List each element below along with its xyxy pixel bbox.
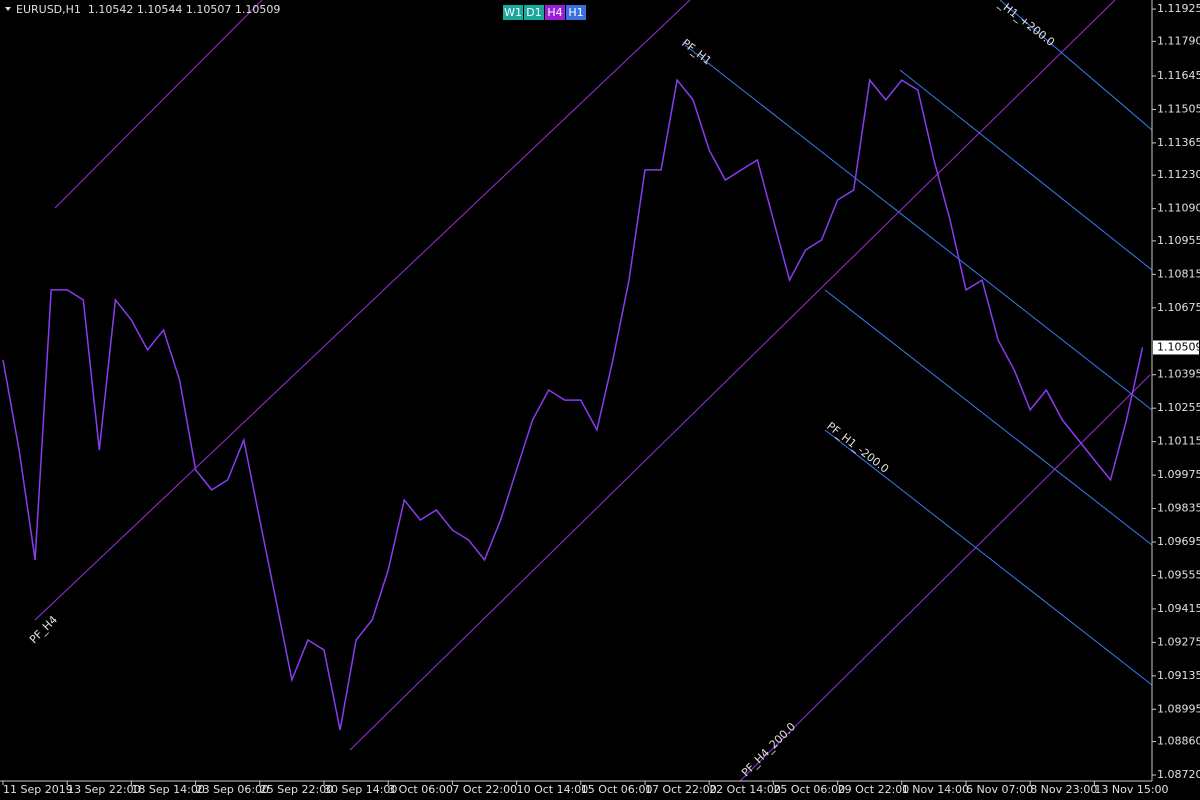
x-tick-label: 29 Oct 22:00 bbox=[838, 783, 910, 796]
x-tick-label: 3 Oct 06:00 bbox=[388, 783, 453, 796]
y-tick-label: 1.09975 bbox=[1157, 468, 1200, 481]
timeframe-button[interactable] bbox=[524, 5, 544, 20]
x-tick-label: 23 Sep 06:00 bbox=[196, 783, 269, 796]
channel-line bbox=[34, 0, 691, 621]
timeframe-button-label[interactable]: W1 bbox=[504, 6, 522, 19]
channel-lines bbox=[34, 0, 1153, 782]
y-tick-label: 1.10115 bbox=[1157, 435, 1200, 448]
y-tick-label: 1.11090 bbox=[1157, 202, 1200, 215]
x-tick-label: 11 Sep 2019 bbox=[3, 783, 73, 796]
y-tick-label: 1.11505 bbox=[1157, 102, 1200, 115]
y-tick-label: 1.09135 bbox=[1157, 669, 1200, 682]
channel-line bbox=[824, 289, 1153, 546]
channel-line bbox=[824, 429, 1153, 686]
chart-title: EURUSD,H1 1.10542 1.10544 1.10507 1.1050… bbox=[16, 3, 280, 16]
x-tick-label: 25 Sep 22:00 bbox=[260, 783, 333, 796]
y-tick-label: 1.11790 bbox=[1157, 34, 1200, 47]
price-label-box bbox=[1153, 340, 1199, 355]
menu-arrow[interactable] bbox=[5, 7, 11, 11]
y-tick-label: 1.11925 bbox=[1157, 2, 1200, 15]
y-tick-label: 1.10815 bbox=[1157, 267, 1200, 280]
channel-line bbox=[684, 44, 1153, 411]
timeframe-button-label[interactable]: H4 bbox=[547, 6, 562, 19]
y-tick-label: 1.09415 bbox=[1157, 602, 1200, 615]
y-tick-label: 1.09835 bbox=[1157, 502, 1200, 515]
timeframe-button-label[interactable]: H1 bbox=[568, 6, 583, 19]
price-line bbox=[2, 78, 1144, 731]
x-tick-label: 18 Sep 14:00 bbox=[131, 783, 204, 796]
channel-line bbox=[739, 374, 1151, 782]
y-tick-label: 1.10675 bbox=[1157, 301, 1200, 314]
x-tick-label: 7 Oct 22:00 bbox=[452, 783, 517, 796]
y-tick-label: 1.11365 bbox=[1157, 136, 1200, 149]
x-tick-label: 22 Oct 14:00 bbox=[709, 783, 781, 796]
y-tick-label: 1.08860 bbox=[1157, 735, 1200, 748]
x-tick-label: 8 Nov 23:00 bbox=[1030, 783, 1097, 796]
timeframe-button-label[interactable]: D1 bbox=[526, 6, 541, 19]
x-tick-label: 13 Sep 22:00 bbox=[67, 783, 140, 796]
x-tick-label: 6 Nov 07:00 bbox=[966, 783, 1033, 796]
x-tick-label: 15 Oct 06:00 bbox=[581, 783, 653, 796]
y-tick-label: 1.09695 bbox=[1157, 535, 1200, 548]
channel-line bbox=[899, 69, 1153, 271]
channel-line bbox=[54, 0, 263, 209]
y-tick-label: 1.09275 bbox=[1157, 635, 1200, 648]
x-tick-label: 17 Oct 22:00 bbox=[645, 783, 717, 796]
y-tick-label: 1.08720 bbox=[1157, 768, 1200, 781]
x-tick-label: 30 Sep 14:00 bbox=[324, 783, 397, 796]
y-tick-label: 1.11645 bbox=[1157, 69, 1200, 82]
y-tick-label: 1.10395 bbox=[1157, 368, 1200, 381]
y-tick-label: 1.08995 bbox=[1157, 702, 1200, 715]
y-tick-label: 1.10255 bbox=[1157, 401, 1200, 414]
y-tick-label: 1.10955 bbox=[1157, 234, 1200, 247]
y-tick-label: 1.09555 bbox=[1157, 568, 1200, 581]
price-label: 1.10509 bbox=[1157, 340, 1200, 353]
timeframe-button[interactable] bbox=[566, 5, 586, 20]
channel-line bbox=[349, 0, 1116, 751]
y-tick-label: 1.11230 bbox=[1157, 168, 1200, 181]
x-tick-label: 25 Oct 06:00 bbox=[773, 783, 845, 796]
timeframe-button[interactable] bbox=[503, 5, 523, 20]
x-tick-label: 10 Oct 14:00 bbox=[517, 783, 589, 796]
x-tick-label: 13 Nov 15:00 bbox=[1094, 783, 1168, 796]
channel-line bbox=[999, 0, 1153, 131]
x-tick-label: 1 Nov 14:00 bbox=[902, 783, 969, 796]
timeframe-button[interactable] bbox=[545, 5, 565, 20]
